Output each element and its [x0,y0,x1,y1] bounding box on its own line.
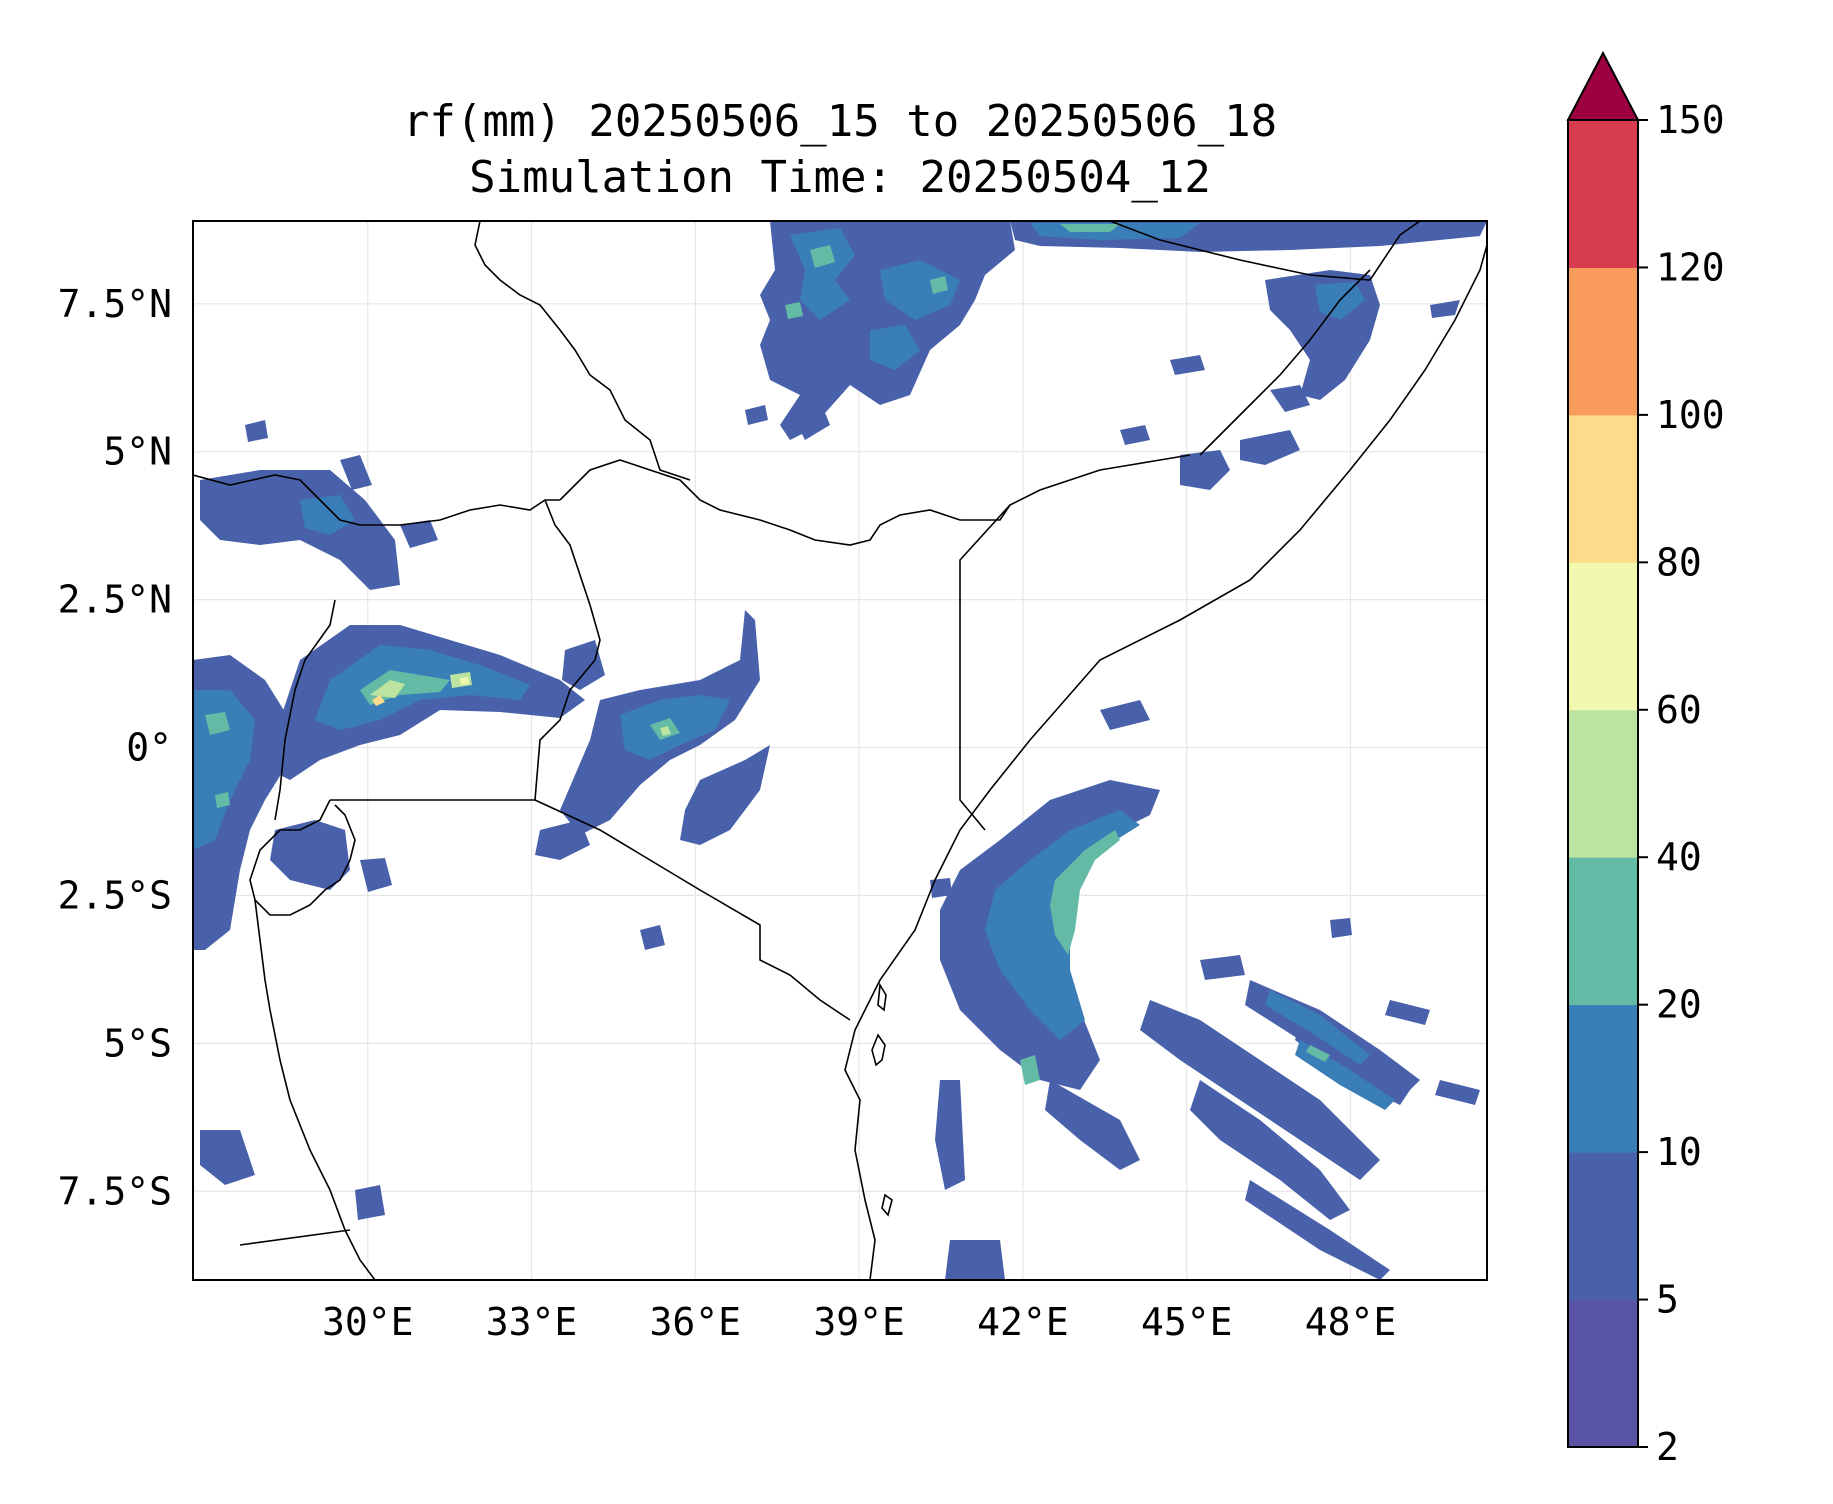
rain-south-sudan [200,420,438,590]
lat-tick-label: 0° [126,726,172,770]
colorbar: 2 5 10 20 40 60 80 100 120 150 [1566,50,1725,1469]
lon-tick-label: 39°E [813,1300,905,1344]
colorbar-segment [1568,414,1638,563]
lat-tick-label: 2.5°N [58,578,172,622]
colorbar-tick-label: 60 [1656,688,1702,732]
boundary-lines [193,221,1487,1280]
rain-somaliland [1120,270,1460,490]
colorbar-tick-label: 80 [1656,540,1702,584]
rain-uganda-band [270,625,605,780]
colorbar-segment [1568,1152,1638,1301]
coastline-horn [844,244,1487,1280]
border-drc-tanzania [254,899,376,1280]
colorbar-segment [1568,267,1638,416]
lon-tick-label: 33°E [486,1300,578,1344]
lat-tick-label: 7.5°N [58,282,172,326]
title-line2: Simulation Time: 20250504_12 [469,152,1211,203]
lon-tick-label: 30°E [322,1300,414,1344]
border-kenya-tanzania [534,799,851,1021]
colorbar-segment [1568,1004,1638,1153]
colorbar-tick-label: 40 [1656,835,1702,879]
colorbar-tick-label: 120 [1656,245,1725,289]
island-zanzibar [871,1033,886,1067]
border-ethiopia-kenya [559,454,1191,546]
lat-tick-label: 7.5°S [58,1169,172,1213]
colorbar-tick-label: 2 [1656,1425,1679,1469]
rain-drc-east [193,655,392,1220]
border-zambia-malawi [239,1229,351,1246]
lon-tick-label: 48°E [1305,1300,1397,1344]
colorbar-extend-triangle [1566,50,1640,121]
coastline-gulf-aden [1109,221,1421,281]
lon-tick-label: 45°E [1141,1300,1233,1344]
latitude-tick-labels: 7.5°N 5°N 2.5°N 0° 2.5°S 5°S 7.5°S [58,282,172,1213]
colorbar-segment [1568,857,1638,1006]
map-frame [192,220,1488,1281]
border-somalia-ethiopia [1199,269,1371,456]
colorbar-segment [1568,709,1638,858]
rain-ethiopia-highlands [745,221,1015,440]
colorbar-segment [1568,562,1638,711]
title-line1: rf(mm) 20250506_15 to 20250506_18 [403,96,1277,147]
lon-tick-label: 42°E [977,1300,1069,1344]
colorbar-segment [1568,1299,1638,1448]
colorbar-tick-label: 5 [1656,1278,1679,1322]
map-gridlines [193,221,1487,1280]
colorbar-tick-label: 100 [1656,393,1725,437]
colorbar-segment [1568,120,1638,268]
colorbar-tick-label: 20 [1656,983,1702,1027]
border-rwanda-burundi [249,799,356,916]
lat-tick-label: 5°S [103,1021,172,1065]
longitude-tick-labels: 30°E 33°E 36°E 39°E 42°E 45°E 48°E [322,1300,1396,1344]
rain-offshore-kenya [930,700,1160,1280]
rain-offshore-somalia [1140,918,1480,1280]
border-kenya-somalia [959,504,1011,831]
colorbar-tick-label: 150 [1656,98,1725,142]
colorbar-frame [1567,119,1639,1448]
colorbar-tick-label: 10 [1656,1130,1702,1174]
border-uganda-kenya [534,499,601,801]
border-uganda-south-sudan [193,474,560,526]
rain-kenya-highlands [535,610,770,950]
rainfall-field [193,221,1487,1280]
border-uganda-drc [274,599,336,821]
border-sudan [474,221,691,481]
lon-tick-label: 36°E [650,1300,742,1344]
lat-tick-label: 2.5°S [58,873,172,917]
island-mafia [881,1193,893,1217]
lat-tick-label: 5°N [103,430,172,474]
island-pemba [877,982,887,1012]
